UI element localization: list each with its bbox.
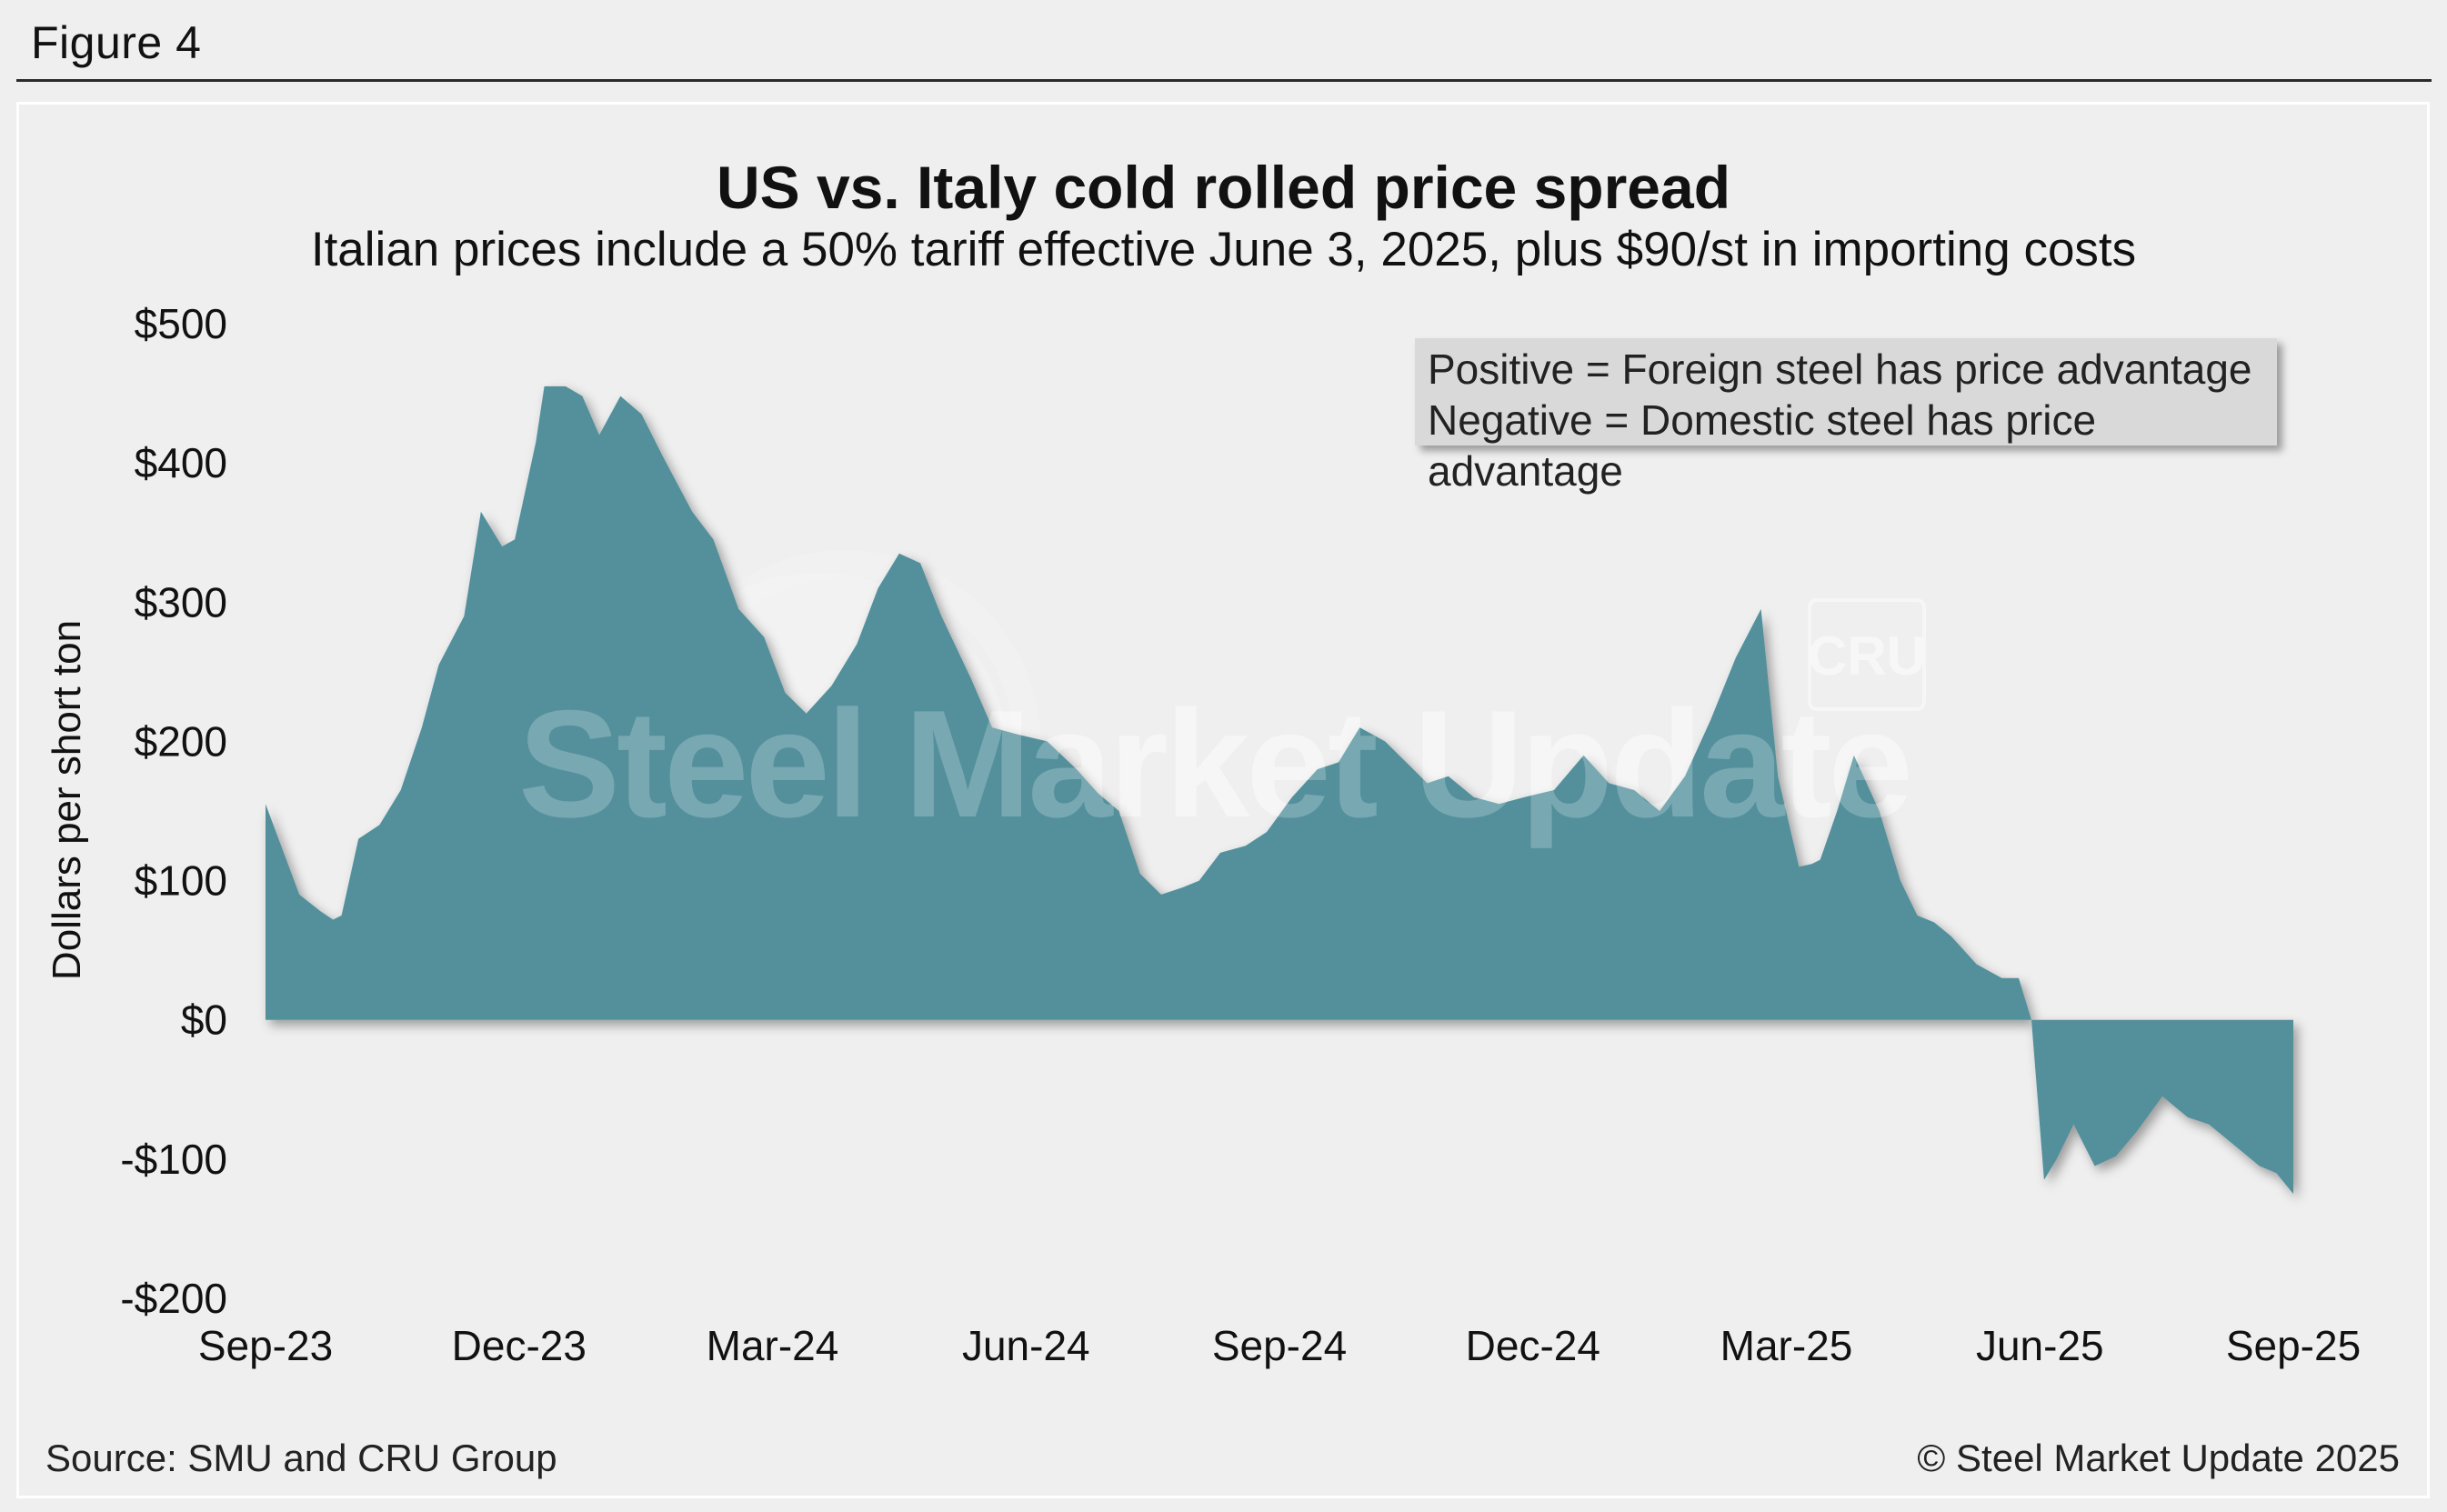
data-point — [690, 510, 694, 514]
data-point — [1819, 858, 1822, 862]
data-point — [1734, 656, 1738, 660]
data-point — [939, 615, 943, 618]
data-point — [618, 395, 622, 398]
x-tick-label: Sep-24 — [1212, 1322, 1347, 1369]
data-point — [737, 607, 740, 611]
data-point — [340, 914, 344, 917]
data-point — [1975, 963, 1979, 966]
data-point — [2042, 1178, 2046, 1182]
x-tick-label: Mar-24 — [707, 1322, 839, 1369]
x-tick-label: Sep-23 — [198, 1322, 333, 1369]
data-point — [2274, 1171, 2278, 1175]
data-point — [479, 510, 483, 514]
watermark-brand-overlay: Steel Market Update — [518, 678, 1910, 849]
data-point — [437, 663, 441, 666]
data-point — [543, 385, 547, 388]
data-point — [2093, 1165, 2097, 1168]
legend-line-negative: Negative = Domestic steel has price adva… — [1428, 396, 2097, 495]
data-point — [2114, 1155, 2118, 1158]
data-point — [855, 642, 858, 646]
data-point — [2292, 1192, 2295, 1196]
data-point — [1180, 886, 1184, 889]
data-point — [2232, 1144, 2236, 1147]
data-point — [399, 788, 403, 792]
data-point — [2055, 1157, 2059, 1161]
data-point — [297, 893, 301, 896]
cru-logo: CRU — [1808, 626, 1926, 686]
y-axis-label: Dollars per short ton — [45, 620, 89, 980]
data-point — [661, 455, 665, 458]
data-point — [2161, 1095, 2164, 1098]
chart-panel — [16, 102, 2430, 1498]
data-point — [2207, 1123, 2211, 1126]
data-point — [1159, 893, 1163, 896]
data-point — [712, 537, 716, 541]
data-point — [264, 802, 267, 806]
cru-logo-box — [1808, 598, 1926, 711]
data-point — [564, 385, 567, 388]
data-point — [1950, 935, 1953, 938]
x-tick-label: Dec-24 — [1466, 1322, 1600, 1369]
data-point — [331, 918, 335, 922]
area-layer: Steel Market Update — [264, 385, 2295, 1196]
data-point — [462, 615, 466, 618]
data-point — [2000, 976, 2003, 980]
data-point — [534, 440, 537, 444]
data-point — [356, 837, 360, 841]
data-point — [762, 636, 766, 639]
chart-title: US vs. Italy cold rolled price spread — [716, 154, 1731, 221]
data-point — [420, 726, 424, 729]
x-tick-label: Dec-23 — [452, 1322, 587, 1369]
figure-divider — [16, 79, 2432, 82]
data-point — [1797, 865, 1800, 868]
y-tick-label: $400 — [135, 439, 227, 486]
data-point — [918, 561, 922, 565]
data-point — [2135, 1129, 2139, 1133]
data-point — [2071, 1123, 2075, 1126]
data-point — [1899, 879, 1902, 883]
data-point — [1218, 851, 1222, 855]
data-point — [2258, 1165, 2261, 1168]
copyright-note: © Steel Market Update 2025 — [1917, 1437, 2400, 1479]
data-point — [580, 395, 584, 398]
data-point — [1932, 921, 1936, 925]
data-point — [2186, 1116, 2190, 1119]
data-point — [2017, 976, 2021, 980]
data-point — [877, 586, 880, 590]
source-note: Source: SMU and CRU Group — [45, 1437, 557, 1479]
data-point — [898, 552, 901, 556]
x-tick-label: Mar-25 — [1720, 1322, 1853, 1369]
x-tick-label: Sep-25 — [2226, 1322, 2361, 1369]
y-tick-label: $100 — [135, 857, 227, 905]
data-point — [513, 537, 516, 541]
data-point — [597, 434, 601, 437]
data-point — [377, 823, 381, 826]
y-tick-label: $500 — [135, 300, 227, 347]
figure-label: Figure 4 — [31, 17, 202, 68]
data-point — [1810, 862, 1813, 866]
y-tick-label: -$200 — [120, 1275, 227, 1322]
data-point — [2030, 1018, 2033, 1022]
x-tick-label: Jun-25 — [1976, 1322, 2104, 1369]
data-point — [1916, 914, 1920, 917]
data-point — [1138, 872, 1142, 876]
legend-note: Positive = Foreign steel has price advan… — [1415, 338, 2277, 495]
y-tick-label: $0 — [181, 996, 227, 1044]
x-tick-label: Jun-24 — [962, 1322, 1090, 1369]
chart-subtitle: Italian prices include a 50% tariff effe… — [310, 223, 2137, 276]
data-point — [318, 909, 322, 913]
y-tick-label: $200 — [135, 717, 227, 765]
axes: -$200 -$100 $0 $100 $200 $300 $400 $500 Sep-23 De… — [120, 300, 2361, 1369]
y-tick-label: -$100 — [120, 1136, 227, 1183]
spread-area — [266, 386, 2293, 1195]
data-point — [1760, 607, 1763, 611]
y-tick-label: $300 — [135, 578, 227, 626]
data-point — [500, 545, 504, 548]
legend-line-positive: Positive = Foreign steel has price advan… — [1428, 345, 2252, 393]
data-point — [640, 413, 644, 416]
data-point — [1198, 879, 1201, 883]
